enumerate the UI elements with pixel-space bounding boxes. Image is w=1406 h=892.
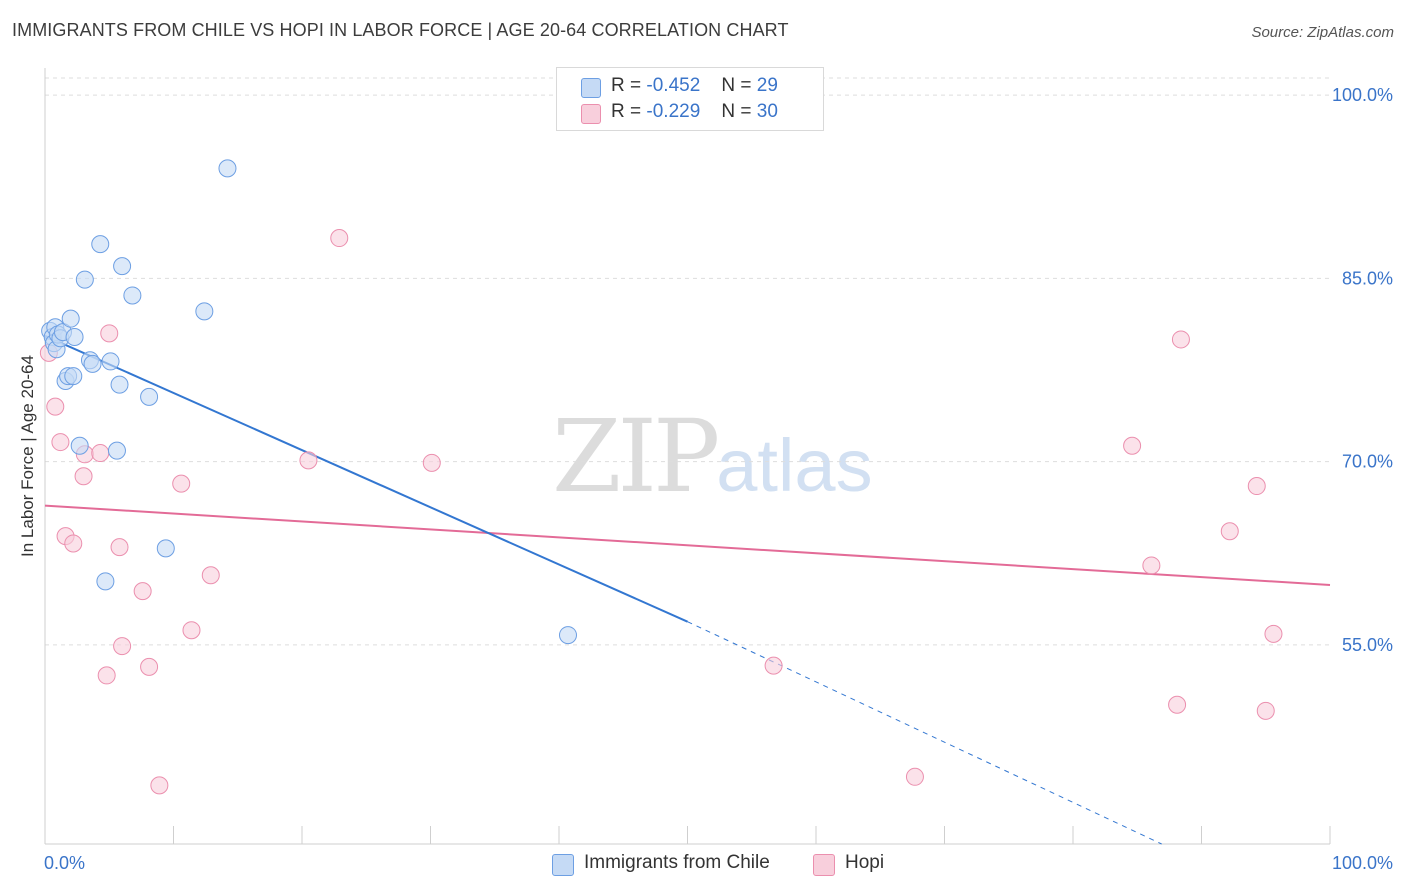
point-layer (39, 159, 1283, 795)
point-hopi (91, 444, 110, 463)
y-axis-label: In Labor Force | Age 20-64 (18, 355, 37, 557)
point-chile (156, 539, 175, 558)
bottom-legend-swatch-hopi (813, 854, 835, 876)
point-hopi (182, 621, 201, 640)
point-hopi (46, 397, 65, 416)
point-hopi (1142, 556, 1161, 575)
point-hopi (1256, 701, 1275, 720)
x-tick-label-max: 100.0% (1332, 853, 1393, 873)
point-hopi (113, 637, 132, 656)
r-label: R = (611, 75, 642, 96)
correlation-legend: R = -0.452 N = 29 R = -0.229 N = 30 (556, 67, 824, 131)
point-hopi (51, 433, 70, 452)
point-chile (70, 436, 89, 455)
trendline-hopi (44, 504, 1331, 586)
point-hopi (1123, 436, 1142, 455)
point-hopi (100, 324, 119, 343)
point-chile (123, 286, 142, 305)
point-hopi (764, 656, 783, 675)
point-hopi (64, 534, 83, 553)
watermark-atlas: atlas (716, 424, 873, 507)
point-hopi (133, 582, 152, 601)
point-chile (64, 367, 83, 386)
point-chile (75, 270, 94, 289)
point-hopi (201, 566, 220, 585)
point-hopi (1247, 477, 1266, 496)
r-label: R = (611, 101, 642, 122)
point-chile (65, 327, 84, 346)
bottom-legend-label-chile: Immigrants from Chile (584, 852, 770, 873)
point-hopi (110, 538, 129, 557)
point-hopi (299, 451, 318, 470)
point-chile (91, 235, 110, 254)
point-chile (558, 626, 577, 645)
bottom-legend-swatch-chile (552, 854, 574, 876)
point-hopi (422, 453, 441, 472)
y-tick-label: 70.0% (1342, 452, 1393, 472)
y-tick-label: 85.0% (1342, 268, 1393, 288)
trendline-chile-extension (687, 621, 1162, 845)
watermark: ZIPatlas (552, 398, 873, 515)
point-hopi (330, 229, 349, 248)
tick-label-layer: 100.0% 85.0% 70.0% 55.0% 0.0% 100.0% (44, 85, 1393, 873)
point-chile (107, 441, 126, 460)
point-hopi (150, 776, 169, 795)
point-hopi (140, 657, 159, 676)
y-tick-label: 100.0% (1332, 85, 1393, 105)
trendline-chile (44, 334, 688, 623)
point-hopi (1220, 522, 1239, 541)
r-value-chile: -0.452 (646, 75, 701, 96)
n-value-chile: 29 (756, 75, 778, 96)
legend-swatch-chile (581, 78, 601, 98)
point-hopi (905, 767, 924, 786)
point-hopi (172, 474, 191, 493)
point-chile (83, 354, 102, 373)
point-chile (195, 302, 214, 321)
bottom-legend-label-hopi: Hopi (845, 852, 885, 873)
n-value-hopi: 30 (756, 101, 778, 122)
point-chile (113, 257, 132, 276)
point-chile (218, 159, 237, 178)
chart-title: IMMIGRANTS FROM CHILE VS HOPI IN LABOR F… (12, 20, 789, 40)
x-tick-label-min: 0.0% (44, 853, 85, 873)
r-value-hopi: -0.229 (646, 101, 701, 122)
trend-layer (44, 334, 1331, 845)
n-label: N = (721, 75, 752, 96)
watermark-zip: ZIP (552, 398, 720, 515)
axis-layer (44, 68, 1331, 845)
point-hopi (1264, 624, 1283, 643)
grid-layer (45, 77, 1330, 646)
point-chile (110, 375, 129, 394)
n-label: N = (721, 101, 752, 122)
y-tick-label: 55.0% (1342, 635, 1393, 655)
point-hopi (1171, 330, 1190, 349)
source-label: Source: ZipAtlas.com (1251, 24, 1394, 41)
point-hopi (74, 467, 93, 486)
point-hopi (97, 666, 116, 685)
point-chile (61, 309, 80, 328)
point-chile (96, 572, 115, 591)
point-hopi (1168, 695, 1187, 714)
legend-swatch-hopi (581, 104, 601, 124)
point-chile (140, 387, 159, 406)
point-chile (101, 352, 120, 371)
